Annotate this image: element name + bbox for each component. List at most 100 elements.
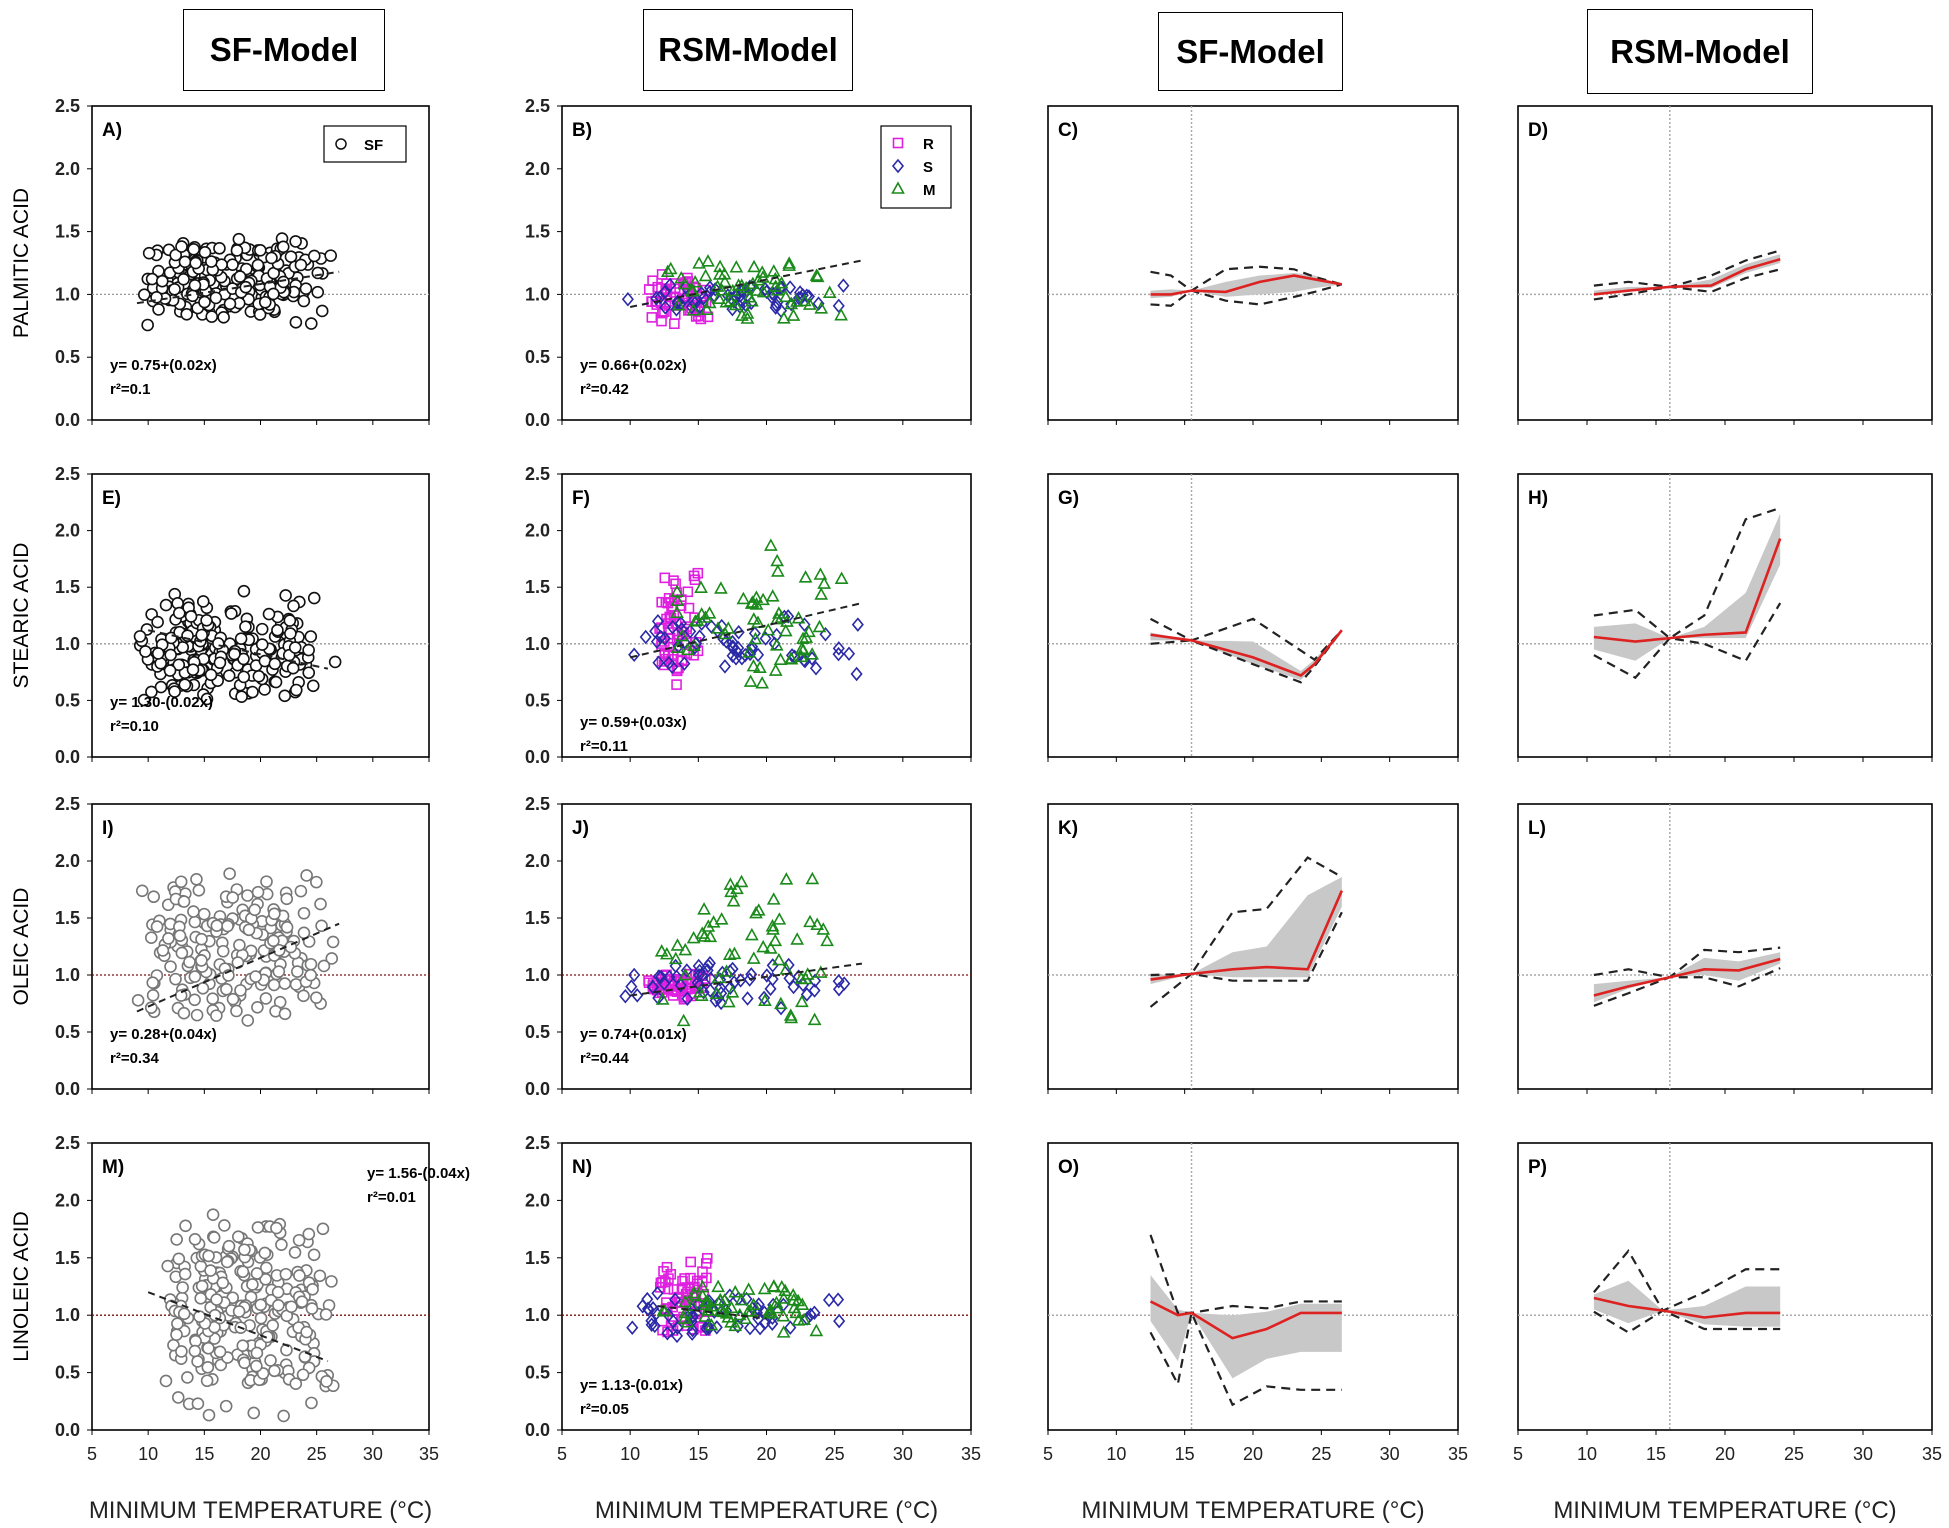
data-point <box>174 875 188 889</box>
data-point <box>292 1233 306 1247</box>
legend-sf-marker <box>335 138 347 150</box>
data-point <box>284 250 298 264</box>
data-point <box>272 1299 285 1312</box>
x-tick-label: 10 <box>138 1444 158 1464</box>
data-point <box>842 646 856 662</box>
ci-lower-line <box>1149 1309 1342 1407</box>
data-point <box>782 957 795 973</box>
data-point <box>701 919 716 932</box>
x-tick-label: 10 <box>1577 1444 1597 1464</box>
data-point <box>230 1004 243 1018</box>
panel-b: 0.0 0.5 1.0 1.5 2.0 2.5 B) y= 0.66+(0.02x) r²=0.… <box>525 96 972 430</box>
data-point <box>799 630 814 643</box>
data-point <box>216 1276 230 1290</box>
data-point <box>687 293 700 309</box>
data-point <box>698 1309 712 1322</box>
data-point <box>621 291 634 307</box>
data-point <box>783 971 796 986</box>
data-point <box>233 938 246 952</box>
x-tick-label: 20 <box>1715 1444 1735 1464</box>
data-point <box>192 884 206 897</box>
data-point <box>717 274 732 288</box>
data-point <box>782 258 796 271</box>
y-tick-label: 1.5 <box>55 1248 80 1268</box>
ci-lower-line <box>1593 268 1781 301</box>
data-point <box>169 972 182 986</box>
data-point <box>661 1261 673 1273</box>
panel-label: C) <box>1058 120 1078 141</box>
data-point <box>172 606 186 620</box>
panel-label: K) <box>1058 818 1078 839</box>
column-header-1: SF-Model <box>183 9 385 91</box>
data-point <box>648 1318 661 1334</box>
data-point <box>713 259 727 273</box>
data-point <box>715 995 728 1011</box>
data-point <box>197 907 211 921</box>
data-point <box>723 1288 736 1303</box>
legend-label-m: M <box>923 182 936 199</box>
data-point <box>746 658 761 672</box>
data-point <box>135 884 149 898</box>
data-point <box>631 988 644 1003</box>
y-tick-label: 2.5 <box>525 96 550 116</box>
data-point <box>250 1346 264 1360</box>
data-point <box>270 1221 283 1235</box>
data-point <box>704 983 717 998</box>
data-point <box>659 572 671 584</box>
data-point <box>299 282 313 295</box>
data-point <box>714 581 728 594</box>
data-point <box>714 912 729 925</box>
plot-frame <box>91 473 430 758</box>
y-tick-label: 0.5 <box>525 347 550 367</box>
data-point <box>144 1001 158 1015</box>
data-point <box>712 267 727 280</box>
data-point <box>207 1231 221 1244</box>
data-point <box>694 607 709 620</box>
median-line <box>1593 1296 1781 1319</box>
data-point <box>145 272 159 286</box>
fit-line <box>657 1305 767 1320</box>
data-point <box>133 630 147 643</box>
data-point <box>678 1305 693 1319</box>
data-point <box>822 1292 836 1308</box>
panel-j: 0.0 0.5 1.0 1.5 2.0 2.5 J) y= 0.74+(0.01x) r²=0.… <box>525 794 972 1099</box>
data-point <box>764 981 777 997</box>
series-sf <box>131 867 340 1027</box>
data-point <box>305 1302 319 1315</box>
fit-line <box>629 602 863 659</box>
data-point <box>202 1408 216 1422</box>
data-point <box>141 318 154 332</box>
y-tick-label: 1.0 <box>525 965 550 985</box>
data-point <box>763 941 778 954</box>
data-point <box>685 1272 696 1284</box>
data-point <box>761 622 776 636</box>
data-point <box>807 1012 822 1026</box>
data-point <box>687 1285 701 1299</box>
data-point <box>769 638 784 651</box>
y-tick-label: 1.5 <box>55 222 80 242</box>
data-point <box>251 1221 265 1234</box>
data-point <box>741 1304 756 1317</box>
data-point <box>832 646 845 662</box>
data-point <box>206 992 219 1006</box>
data-point <box>213 1345 227 1359</box>
data-point <box>711 621 725 634</box>
data-point <box>655 969 668 985</box>
fit-line <box>629 259 863 308</box>
y-tick-label: 2.5 <box>525 464 550 484</box>
panel-e: 0.0 0.5 1.0 1.5 2.0 2.5 E) y= 1.30-(0.02x) r²=0.… <box>55 464 430 767</box>
data-point <box>276 240 290 254</box>
data-point <box>213 242 226 255</box>
data-point <box>316 1222 330 1236</box>
data-point <box>756 270 770 283</box>
data-point <box>812 619 827 633</box>
fit-r2: r²=0.11 <box>580 738 628 755</box>
data-point <box>702 311 714 323</box>
x-tick-label: 25 <box>307 1444 327 1464</box>
data-point <box>315 919 328 933</box>
data-point <box>232 1305 246 1318</box>
fit-line <box>136 922 340 1013</box>
data-point <box>662 649 674 661</box>
x-tick-label: 20 <box>756 1444 776 1464</box>
